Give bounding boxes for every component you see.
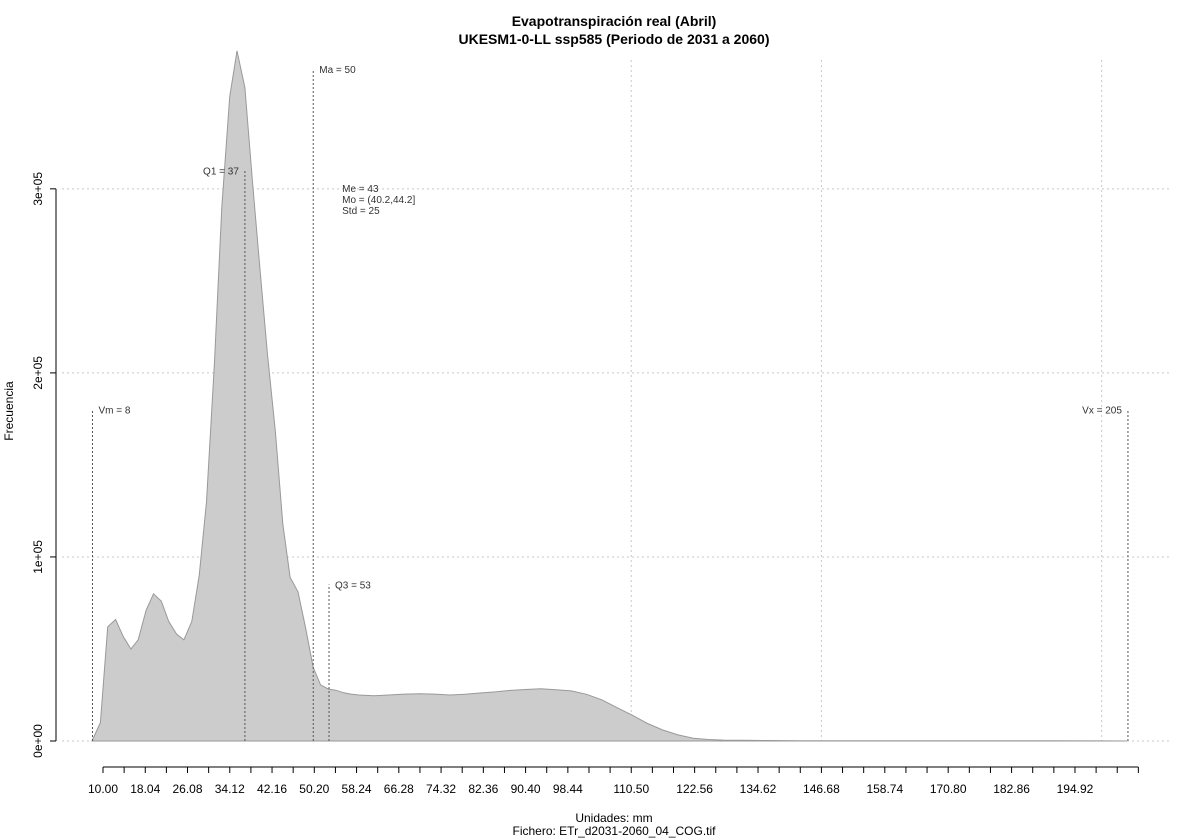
marker-lines: Vm = 8 Q1 = 37 Ma = 50 Q3 = 53 Vx = 205 xyxy=(91,65,1129,741)
stat-label: Std = 25 xyxy=(342,206,380,217)
marker-label: Q3 = 53 xyxy=(335,581,371,592)
x-tick-label: 74.32 xyxy=(426,782,456,796)
x-tick-label: 42.16 xyxy=(257,782,287,796)
chart-subtitle: UKESM1-0-LL ssp585 (Periodo de 2031 a 20… xyxy=(459,31,770,47)
x-tick-label: 146.68 xyxy=(803,782,840,796)
x-tick-label: 58.24 xyxy=(342,782,372,796)
caption: Fichero: ETr_d2031-2060_04_COG.tif xyxy=(513,824,717,838)
x-tick-label: 34.12 xyxy=(215,782,245,796)
x-tick-label: 10.00 xyxy=(88,782,118,796)
stat-label: Mo = (40.2,44.2] xyxy=(342,195,415,206)
x-tick-label: 110.50 xyxy=(613,782,649,796)
x-axis: 10.00 18.04 26.08 34.12 42.16 50.20 58.24 66.28… xyxy=(88,766,1139,796)
y-tick-label: 0e+00 xyxy=(31,724,45,758)
grid-lines xyxy=(62,60,1170,742)
y-axis-label: Frecuencia xyxy=(2,381,16,441)
x-tick-label: 18.04 xyxy=(130,782,160,796)
marker-label: Vm = 8 xyxy=(98,406,130,417)
y-axis: 0e+00 1e+05 2e+05 3e+05 xyxy=(31,172,57,758)
x-tick-label: 98.44 xyxy=(553,782,583,796)
marker-label: Ma = 50 xyxy=(319,65,356,76)
x-tick-label: 194.92 xyxy=(1057,782,1094,796)
x-tick-label: 26.08 xyxy=(173,782,203,796)
x-tick-label: 134.62 xyxy=(740,782,777,796)
density-area xyxy=(91,50,1127,742)
x-tick-label: 90.40 xyxy=(511,782,541,796)
y-tick-label: 3e+05 xyxy=(31,172,45,206)
stat-label: Me = 43 xyxy=(342,184,379,195)
marker-label: Q1 = 37 xyxy=(203,166,239,177)
x-tick-label: 82.36 xyxy=(468,782,498,796)
x-tick-label: 182.86 xyxy=(993,782,1030,796)
x-tick-label: 50.20 xyxy=(299,782,329,796)
y-tick-label: 2e+05 xyxy=(31,356,45,390)
x-axis-label: Unidades: mm xyxy=(575,811,652,825)
x-tick-label: 66.28 xyxy=(384,782,414,796)
y-tick-label: 1e+05 xyxy=(31,540,45,574)
x-tick-label: 122.56 xyxy=(676,782,713,796)
chart-title: Evapotranspiración real (Abril) xyxy=(512,13,717,29)
marker-label: Vx = 205 xyxy=(1082,406,1122,417)
x-tick-label: 170.80 xyxy=(930,782,967,796)
x-tick-label: 158.74 xyxy=(866,782,903,796)
